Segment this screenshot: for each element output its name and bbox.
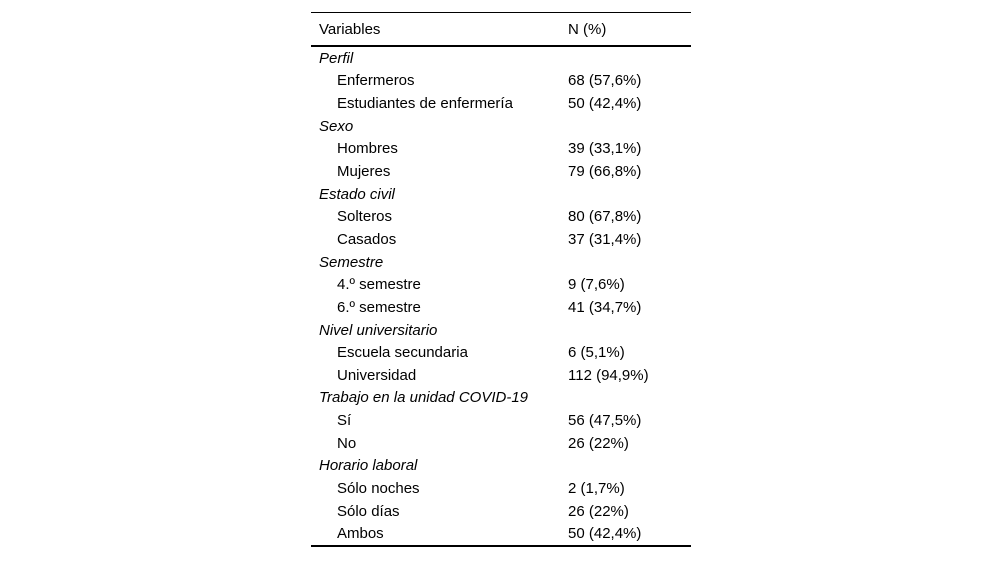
row-label: Sólo días bbox=[337, 502, 400, 520]
row-label: Ambos bbox=[337, 525, 384, 543]
group-label: Semestre bbox=[319, 253, 384, 271]
group-label: Sexo bbox=[319, 117, 354, 135]
row-value: 6 (5,1%) bbox=[568, 344, 625, 362]
row-label: Hombres bbox=[337, 140, 398, 158]
row-value: 41 (34,7%) bbox=[568, 298, 642, 316]
row-value: 112 (94,9%) bbox=[568, 366, 649, 384]
table-row: Mujeres 79 (66,8%) bbox=[311, 160, 691, 183]
table-row: Solteros 80 (67,8%) bbox=[311, 205, 691, 228]
table-row: Casados 37 (31,4%) bbox=[311, 228, 691, 251]
table-bottom-rule bbox=[311, 545, 691, 548]
group-label: Perfil bbox=[319, 49, 354, 67]
table-row: Estudiantes de enfermería 50 (42,4%) bbox=[311, 92, 691, 115]
row-label: Escuela secundaria bbox=[337, 344, 468, 362]
group-label: Horario laboral bbox=[319, 457, 418, 475]
table-row: Enfermeros 68 (57,6%) bbox=[311, 70, 691, 93]
table-row-group-sexo: Sexo bbox=[311, 115, 691, 138]
table-top-rule bbox=[311, 12, 691, 13]
table-row: Sólo noches 2 (1,7%) bbox=[311, 477, 691, 500]
table-row: Ambos 50 (42,4%) bbox=[311, 522, 691, 545]
row-value: 37 (31,4%) bbox=[568, 230, 642, 248]
table-row: Sólo días 26 (22%) bbox=[311, 500, 691, 523]
row-value: 39 (33,1%) bbox=[568, 140, 642, 158]
row-label: Estudiantes de enfermería bbox=[337, 95, 513, 113]
demographics-table: Variables N (%) Perfil Enfermeros 68 (57… bbox=[311, 12, 691, 548]
row-label: Mujeres bbox=[337, 163, 391, 181]
row-value: 80 (67,8%) bbox=[568, 208, 642, 226]
row-label: Sí bbox=[337, 412, 352, 430]
row-label: No bbox=[337, 434, 357, 452]
row-label: Enfermeros bbox=[337, 72, 415, 90]
table-row-group-perfil: Perfil bbox=[311, 47, 691, 70]
row-label: 4.º semestre bbox=[337, 276, 421, 294]
row-value: 68 (57,6%) bbox=[568, 72, 642, 90]
row-label: Sólo noches bbox=[337, 479, 420, 497]
row-value: 26 (22%) bbox=[568, 434, 629, 452]
table-row: Sí 56 (47,5%) bbox=[311, 409, 691, 432]
row-value: 2 (1,7%) bbox=[568, 479, 625, 497]
row-value: 50 (42,4%) bbox=[568, 525, 642, 543]
table-header-rule bbox=[311, 45, 691, 47]
row-label: 6.º semestre bbox=[337, 298, 421, 316]
table-row-group-horario-laboral: Horario laboral bbox=[311, 455, 691, 478]
table-row-group-trabajo-covid: Trabajo en la unidad COVID-19 bbox=[311, 387, 691, 410]
group-label: Estado civil bbox=[319, 185, 395, 203]
table-row-group-semestre: Semestre bbox=[311, 251, 691, 274]
table-row: No 26 (22%) bbox=[311, 432, 691, 455]
row-value: 26 (22%) bbox=[568, 502, 629, 520]
row-label: Solteros bbox=[337, 208, 393, 226]
header-n-percent: N (%) bbox=[568, 20, 607, 38]
table-row: Escuela secundaria 6 (5,1%) bbox=[311, 341, 691, 364]
row-label: Universidad bbox=[337, 366, 417, 384]
table-body: Perfil Enfermeros 68 (57,6%) Estudiantes… bbox=[311, 47, 691, 545]
table-row-group-nivel-universitario: Nivel universitario bbox=[311, 319, 691, 342]
table-row: Universidad 112 (94,9%) bbox=[311, 364, 691, 387]
header-variables: Variables bbox=[319, 20, 381, 38]
row-value: 56 (47,5%) bbox=[568, 412, 642, 430]
row-label: Casados bbox=[337, 230, 397, 248]
table-row: 6.º semestre 41 (34,7%) bbox=[311, 296, 691, 319]
table-row: Hombres 39 (33,1%) bbox=[311, 138, 691, 161]
table-header-row: Variables N (%) bbox=[311, 13, 691, 45]
table-row-group-estado-civil: Estado civil bbox=[311, 183, 691, 206]
group-label: Trabajo en la unidad COVID-19 bbox=[319, 389, 529, 407]
table-row: 4.º semestre 9 (7,6%) bbox=[311, 273, 691, 296]
row-value: 9 (7,6%) bbox=[568, 276, 625, 294]
row-value: 50 (42,4%) bbox=[568, 95, 642, 113]
row-value: 79 (66,8%) bbox=[568, 163, 642, 181]
group-label: Nivel universitario bbox=[319, 321, 438, 339]
